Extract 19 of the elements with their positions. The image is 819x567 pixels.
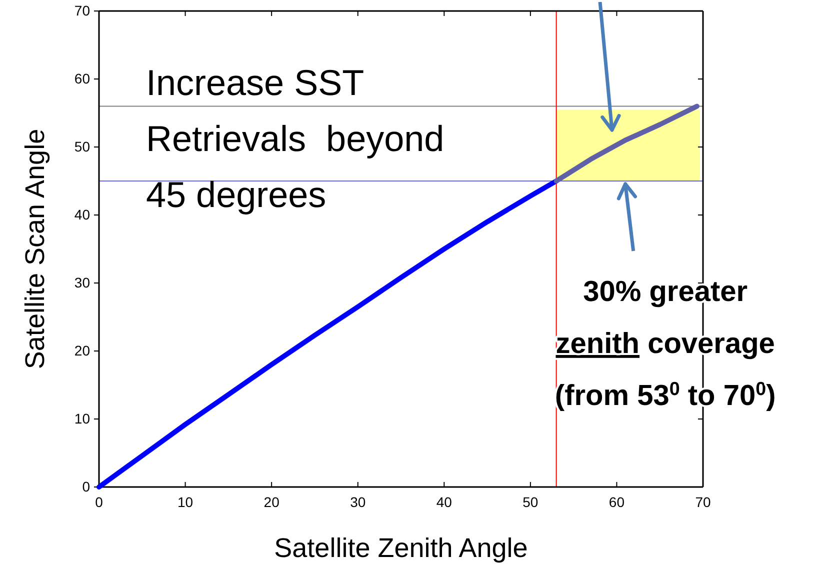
x-tick-label: 60 xyxy=(608,494,625,510)
y-tick-label: 10 xyxy=(74,410,90,426)
y-tick-label: 0 xyxy=(82,478,90,494)
x-tick-label: 50 xyxy=(522,494,538,510)
x-tick-label: 30 xyxy=(350,494,366,510)
y-tick-label: 60 xyxy=(74,70,90,86)
y-tick-label: 70 xyxy=(74,2,90,18)
y-tick-label: 30 xyxy=(74,274,90,290)
x-tick-label: 0 xyxy=(95,494,104,510)
x-tick-label: 70 xyxy=(695,494,711,510)
x-axis-title: Satellite Zenith Angle xyxy=(274,533,528,563)
x-tick-label: 40 xyxy=(436,494,452,510)
x-tick-label: 20 xyxy=(264,494,280,510)
y-tick-label: 40 xyxy=(74,206,90,222)
y-tick-label: 50 xyxy=(74,138,90,154)
y-tick-label: 20 xyxy=(74,342,90,358)
annotation: Increase SST Retrievals beyond 45 degrees xyxy=(146,62,444,215)
x-tick-label: 10 xyxy=(177,494,194,510)
y-axis-title: Satellite Scan Angle xyxy=(20,128,50,370)
